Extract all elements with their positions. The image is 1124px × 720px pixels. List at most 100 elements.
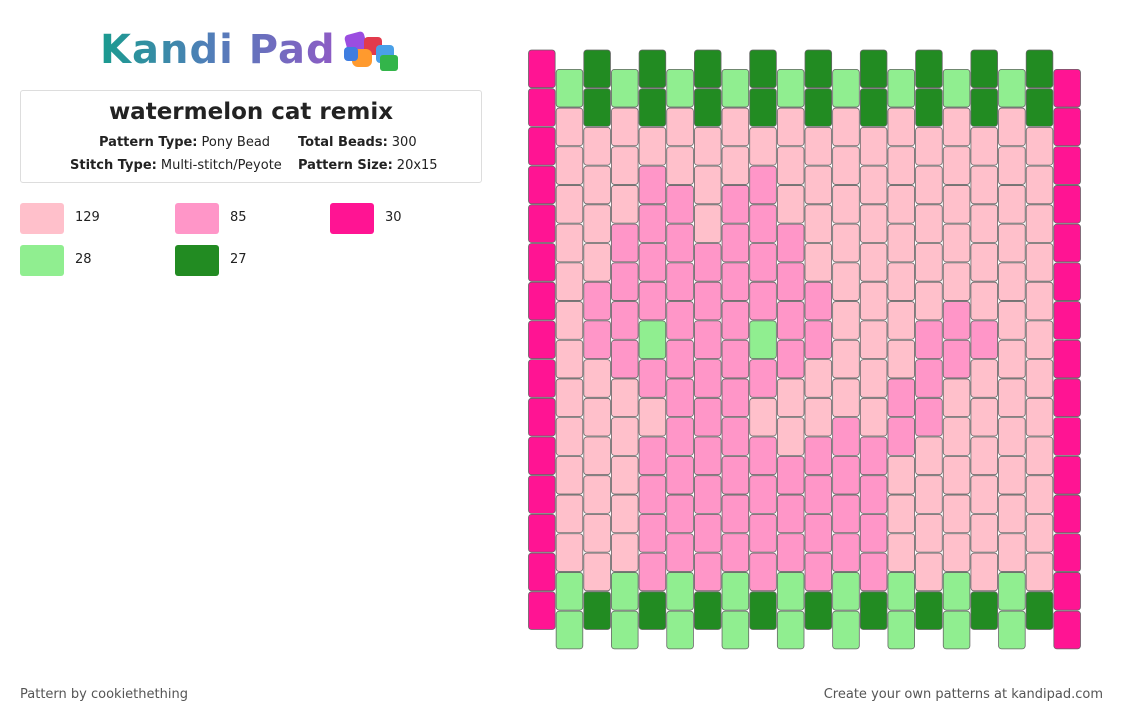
bead xyxy=(998,494,1026,534)
title: watermelon cat remix xyxy=(108,99,394,125)
bead xyxy=(528,591,556,630)
bead xyxy=(832,107,860,147)
bead xyxy=(998,301,1026,340)
bead xyxy=(749,436,777,476)
bead xyxy=(638,591,667,630)
bead xyxy=(721,610,750,650)
bead xyxy=(942,610,971,650)
bead xyxy=(611,378,639,418)
bead xyxy=(555,610,584,650)
bead xyxy=(1053,223,1081,263)
footer-left: Pattern by cookiethething xyxy=(20,687,188,702)
bead xyxy=(859,204,888,243)
legend-swatch xyxy=(330,203,374,234)
bead xyxy=(832,146,860,185)
detail-label: Stitch Type: xyxy=(70,158,157,173)
bead xyxy=(721,455,750,495)
bead xyxy=(638,359,667,398)
bead xyxy=(749,359,777,398)
bead xyxy=(776,185,805,224)
legend-count: 129 xyxy=(75,210,100,225)
bead xyxy=(970,359,998,398)
bead xyxy=(1053,533,1081,572)
bead xyxy=(694,397,722,437)
bead xyxy=(832,262,860,301)
bead xyxy=(583,281,611,321)
bead xyxy=(1053,610,1081,650)
bead xyxy=(638,204,667,243)
bead xyxy=(611,223,639,263)
bead xyxy=(749,127,777,166)
bead xyxy=(804,204,833,243)
bead xyxy=(915,591,943,630)
logo-text: Kandi Pad xyxy=(100,27,336,73)
bead xyxy=(776,262,805,301)
bead xyxy=(915,552,943,592)
bead xyxy=(611,301,639,340)
bead xyxy=(528,165,556,205)
bead xyxy=(666,417,694,456)
bead xyxy=(998,262,1026,301)
bead xyxy=(887,533,916,572)
bead xyxy=(804,475,833,514)
bead xyxy=(804,165,833,205)
bead xyxy=(583,552,611,592)
bead xyxy=(555,262,584,301)
bead xyxy=(887,223,916,263)
legend-count: 30 xyxy=(385,210,402,225)
bead xyxy=(555,68,584,108)
bead xyxy=(970,88,998,127)
bead xyxy=(915,88,943,127)
bead xyxy=(942,185,971,224)
bead xyxy=(998,107,1026,147)
detail-value: Pony Bead xyxy=(201,135,271,150)
bead xyxy=(887,494,916,534)
bead xyxy=(970,165,998,205)
bead xyxy=(666,223,694,263)
bead xyxy=(776,494,805,534)
bead xyxy=(583,320,611,359)
bead xyxy=(749,88,777,127)
bead xyxy=(887,185,916,224)
bead xyxy=(1053,378,1081,418)
bead xyxy=(611,339,639,379)
bead xyxy=(694,320,722,359)
bead xyxy=(638,49,667,89)
bead xyxy=(583,397,611,437)
bead xyxy=(721,107,750,147)
bead xyxy=(749,165,777,205)
bead xyxy=(666,455,694,495)
bead xyxy=(638,165,667,205)
logo: Kandi Pad xyxy=(100,24,416,76)
bead xyxy=(694,165,722,205)
bead xyxy=(611,610,639,650)
bead xyxy=(776,68,805,108)
bead xyxy=(721,494,750,534)
bead xyxy=(859,552,888,592)
bead xyxy=(666,533,694,572)
bead xyxy=(942,533,971,572)
bead xyxy=(832,572,860,611)
footer-right: Create your own patterns at kandipad.com xyxy=(823,687,1103,702)
bead xyxy=(583,591,611,630)
bead xyxy=(970,591,998,630)
detail-label: Total Beads: xyxy=(298,135,388,150)
bead xyxy=(666,610,694,650)
bead xyxy=(1053,185,1081,224)
bead xyxy=(859,514,888,553)
bead xyxy=(859,127,888,166)
bead xyxy=(1025,591,1054,630)
bead xyxy=(942,262,971,301)
bead xyxy=(915,397,943,437)
bead xyxy=(1025,88,1054,127)
bead xyxy=(694,243,722,282)
bead xyxy=(1053,572,1081,611)
bead xyxy=(970,204,998,243)
detail-label: Pattern Type: xyxy=(99,135,198,150)
bead xyxy=(583,204,611,243)
bead xyxy=(528,475,556,514)
bead xyxy=(776,455,805,495)
bead xyxy=(721,146,750,185)
bead xyxy=(528,397,556,437)
